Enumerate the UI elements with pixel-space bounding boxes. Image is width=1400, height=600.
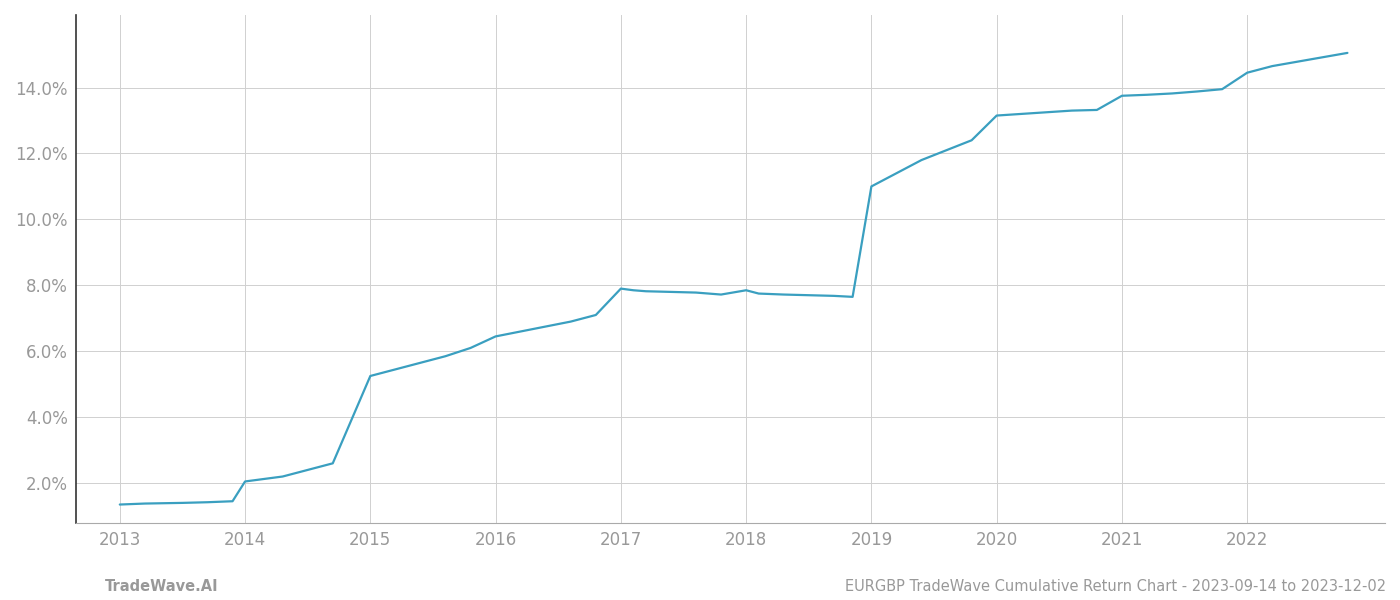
Text: TradeWave.AI: TradeWave.AI	[105, 579, 218, 594]
Text: EURGBP TradeWave Cumulative Return Chart - 2023-09-14 to 2023-12-02: EURGBP TradeWave Cumulative Return Chart…	[844, 579, 1386, 594]
